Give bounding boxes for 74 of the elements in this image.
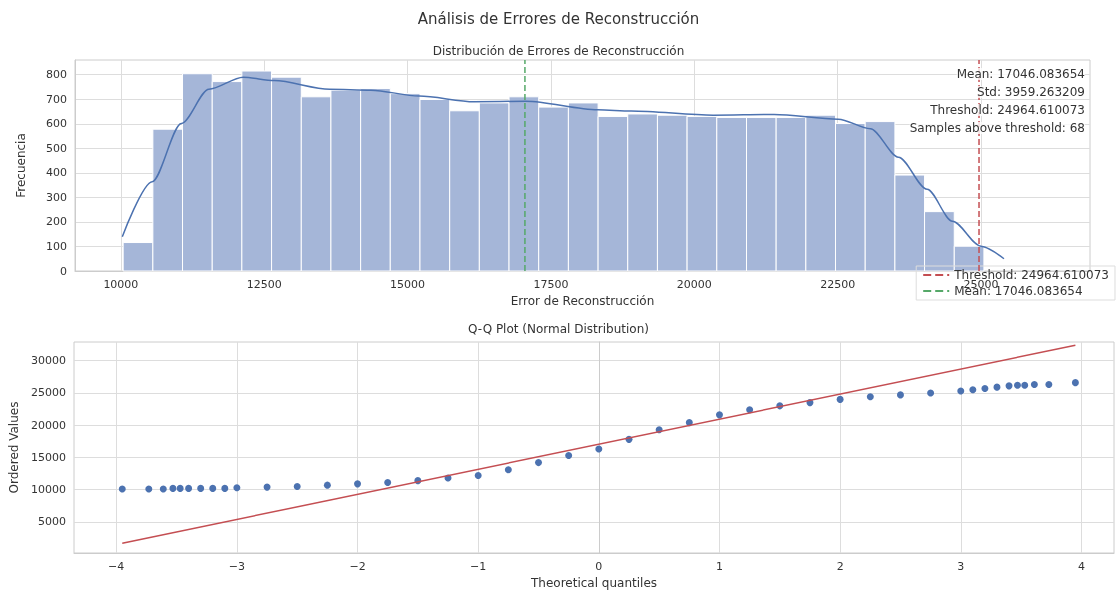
y-tick-label: 800 bbox=[46, 68, 67, 82]
x-tick-label: 15000 bbox=[390, 278, 426, 291]
chart-subtitle: Distribución de Errores de Reconstrucción bbox=[432, 44, 685, 58]
y-tick-label: 100 bbox=[46, 239, 67, 253]
point bbox=[746, 406, 754, 414]
x-tick-label: 10000 bbox=[103, 278, 139, 291]
chart-title: Q-Q Plot (Normal Distribution) bbox=[468, 322, 649, 336]
point bbox=[323, 481, 331, 489]
point bbox=[209, 484, 217, 492]
annotation: Threshold: 24964.610073 bbox=[929, 103, 1085, 117]
y-tick-label: 700 bbox=[46, 92, 67, 106]
point bbox=[1071, 379, 1079, 387]
x-axis-title: Error de Reconstrucción bbox=[510, 294, 655, 308]
point bbox=[866, 393, 874, 401]
x-tick-label: 0 bbox=[595, 560, 603, 573]
point bbox=[233, 484, 241, 492]
point bbox=[384, 479, 392, 487]
point bbox=[169, 484, 177, 492]
point bbox=[896, 391, 904, 399]
y-tick-label: 400 bbox=[46, 166, 67, 180]
point bbox=[145, 485, 153, 493]
y-tick-label: 10000 bbox=[31, 483, 66, 497]
point bbox=[981, 384, 989, 392]
x-axis-title: Theoretical quantiles bbox=[529, 576, 658, 590]
x-tick-label: 1 bbox=[715, 560, 723, 573]
x-tick-label: −3 bbox=[228, 560, 245, 573]
x-tick-label: 22500 bbox=[820, 278, 856, 291]
point bbox=[185, 484, 193, 492]
y-tick-label: 200 bbox=[46, 215, 67, 229]
x-tick-label: 17500 bbox=[533, 278, 569, 291]
annotation: Std: 3959.263209 bbox=[977, 85, 1086, 99]
chart-title: Análisis de Errores de Reconstrucción bbox=[417, 9, 700, 28]
point bbox=[836, 395, 844, 403]
point bbox=[595, 445, 603, 453]
x-tick-label: 3 bbox=[957, 560, 965, 573]
y-tick-label: 600 bbox=[46, 117, 67, 131]
point bbox=[1013, 381, 1021, 389]
point bbox=[197, 484, 205, 492]
point bbox=[715, 411, 723, 419]
point bbox=[221, 484, 229, 492]
point bbox=[176, 484, 184, 492]
x-tick-label: 2 bbox=[836, 560, 844, 573]
point bbox=[118, 485, 126, 493]
y-tick-label: 0 bbox=[60, 264, 67, 278]
annotation: Mean: 17046.083654 bbox=[956, 67, 1086, 81]
y-tick-label: 5000 bbox=[38, 515, 66, 529]
point bbox=[535, 459, 542, 467]
point bbox=[969, 386, 977, 394]
annotation: Samples above threshold: 68 bbox=[909, 121, 1085, 135]
y-tick-label: 500 bbox=[46, 141, 67, 155]
point bbox=[957, 387, 965, 395]
y-axis-title: Ordered Values bbox=[7, 401, 22, 494]
point bbox=[1030, 381, 1038, 389]
y-tick-label: 20000 bbox=[31, 418, 66, 432]
y-tick-label: 300 bbox=[46, 190, 67, 204]
point bbox=[293, 482, 301, 490]
point bbox=[159, 485, 167, 493]
point bbox=[565, 452, 573, 459]
y-tick-label: 15000 bbox=[31, 450, 66, 464]
point bbox=[1021, 381, 1029, 389]
y-tick-label: 30000 bbox=[31, 354, 66, 368]
x-tick-label: 20000 bbox=[676, 278, 712, 291]
y-axis-title: Frecuencia bbox=[14, 133, 28, 198]
point bbox=[354, 480, 362, 488]
x-tick-label: −2 bbox=[349, 560, 366, 573]
point bbox=[474, 471, 482, 479]
x-tick-label: 12500 bbox=[246, 278, 282, 291]
x-tick-label: 4 bbox=[1077, 560, 1085, 573]
point bbox=[927, 389, 935, 397]
y-tick-label: 25000 bbox=[31, 386, 66, 400]
x-tick-label: −1 bbox=[470, 560, 487, 573]
point bbox=[504, 466, 512, 474]
point bbox=[1045, 381, 1053, 389]
x-tick-label: −4 bbox=[108, 560, 125, 573]
